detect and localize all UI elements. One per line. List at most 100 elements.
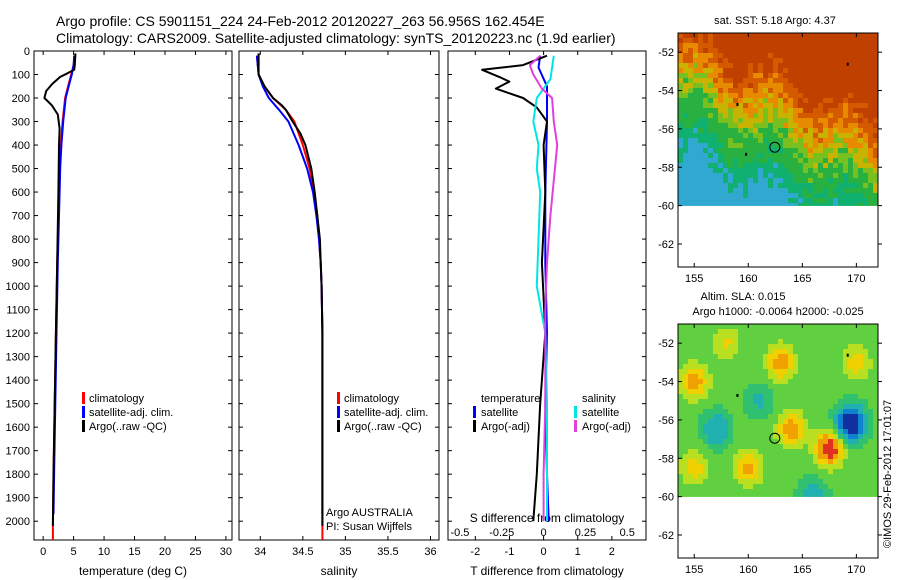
heatmap-cell <box>808 158 814 164</box>
heatmap-cell <box>703 484 709 490</box>
heatmap-cell <box>763 334 769 340</box>
heatmap-cell <box>783 329 789 335</box>
heatmap-cell <box>813 409 819 415</box>
heatmap-cell <box>678 163 684 169</box>
heatmap-cell <box>703 459 709 465</box>
heatmap-cell <box>823 188 829 194</box>
heatmap-cell <box>788 409 794 415</box>
heatmap-cell <box>773 474 779 480</box>
heatmap-cell <box>703 429 709 435</box>
heatmap-cell <box>788 364 794 370</box>
heatmap-cell <box>788 113 794 119</box>
heatmap-cell <box>813 123 819 129</box>
heatmap-cell <box>798 68 804 74</box>
heatmap-cell <box>693 43 699 49</box>
heatmap-cell <box>823 178 829 184</box>
heatmap-cell <box>798 123 804 129</box>
heatmap-cell <box>768 464 774 470</box>
heatmap-cell <box>868 38 874 44</box>
heatmap-cell <box>723 108 729 114</box>
heatmap-cell <box>703 494 709 497</box>
heatmap-cell <box>833 444 839 450</box>
heatmap-cell <box>688 489 694 495</box>
heatmap-cell <box>838 494 844 497</box>
map-frame <box>677 32 879 268</box>
heatmap-cell <box>868 394 874 400</box>
heatmap-cell <box>818 449 824 455</box>
heatmap-cell <box>708 183 714 189</box>
heatmap-cell <box>853 113 859 119</box>
heatmap-cell <box>783 68 789 74</box>
heatmap-cell <box>698 178 704 184</box>
heatmap-cell <box>728 434 734 440</box>
heatmap-cell <box>863 158 869 164</box>
heatmap-cell <box>863 429 869 435</box>
heatmap-cell <box>753 399 759 405</box>
heatmap-cell <box>763 103 769 109</box>
heatmap-cell <box>783 494 789 497</box>
heatmap-cell <box>753 444 759 450</box>
heatmap-cell <box>813 48 819 54</box>
heatmap-cell <box>778 484 784 490</box>
heatmap-cell <box>868 48 874 54</box>
heatmap-cell <box>848 163 854 169</box>
heatmap-cell <box>828 133 834 139</box>
heatmap-cell <box>858 183 864 189</box>
heatmap-cell <box>678 324 684 330</box>
heatmap-cell <box>823 409 829 415</box>
heatmap-cell <box>843 444 849 450</box>
heatmap-cell <box>688 188 694 194</box>
heatmap-cell <box>853 429 859 435</box>
x-tick-label: 165 <box>793 273 811 285</box>
heatmap-cell <box>753 143 759 149</box>
heatmap-cell <box>823 83 829 89</box>
heatmap-cell <box>688 133 694 139</box>
heatmap-cell <box>743 434 749 440</box>
heatmap-cell <box>858 173 864 179</box>
heatmap-cell <box>773 83 779 89</box>
heatmap-cell <box>743 339 749 345</box>
heatmap-cell <box>758 459 764 465</box>
heatmap-cell <box>848 359 854 365</box>
heatmap-cell <box>733 444 739 450</box>
heatmap-cell <box>783 143 789 149</box>
heatmap-cell <box>833 359 839 365</box>
heatmap-cell <box>763 38 769 44</box>
heatmap-cell <box>843 163 849 169</box>
heatmap-cell <box>703 369 709 375</box>
heatmap-cell <box>758 78 764 84</box>
heatmap-cell <box>793 434 799 440</box>
heatmap-cell <box>873 203 879 206</box>
heatmap-cell <box>863 163 869 169</box>
heatmap-cell <box>838 419 844 425</box>
heatmap-cell <box>768 123 774 129</box>
heatmap-cell <box>873 449 879 455</box>
heatmap-cell <box>678 494 684 497</box>
heatmap-cell <box>758 83 764 89</box>
heatmap-cell <box>763 424 769 430</box>
heatmap-cell <box>778 399 784 405</box>
heatmap-cell <box>753 329 759 335</box>
heatmap-cell <box>698 394 704 400</box>
heatmap-cell <box>853 404 859 410</box>
heatmap-cell <box>738 424 744 430</box>
heatmap-cell <box>698 138 704 144</box>
heatmap-cell <box>703 63 709 69</box>
heatmap-cell <box>693 93 699 99</box>
heatmap-cell <box>713 344 719 350</box>
heatmap-cell <box>768 58 774 64</box>
heatmap-cell <box>848 474 854 480</box>
heatmap-cell <box>753 369 759 375</box>
heatmap-cell <box>813 494 819 497</box>
heatmap-cell <box>678 193 684 199</box>
heatmap-cell <box>698 183 704 189</box>
heatmap-cell <box>693 163 699 169</box>
heatmap-cell <box>753 464 759 470</box>
heatmap-cell <box>843 369 849 375</box>
heatmap-cell <box>678 83 684 89</box>
heatmap-cell <box>823 374 829 380</box>
heatmap-cell <box>808 449 814 455</box>
heatmap-cell <box>713 38 719 44</box>
heatmap-cell <box>793 98 799 104</box>
heatmap-cell <box>803 193 809 199</box>
